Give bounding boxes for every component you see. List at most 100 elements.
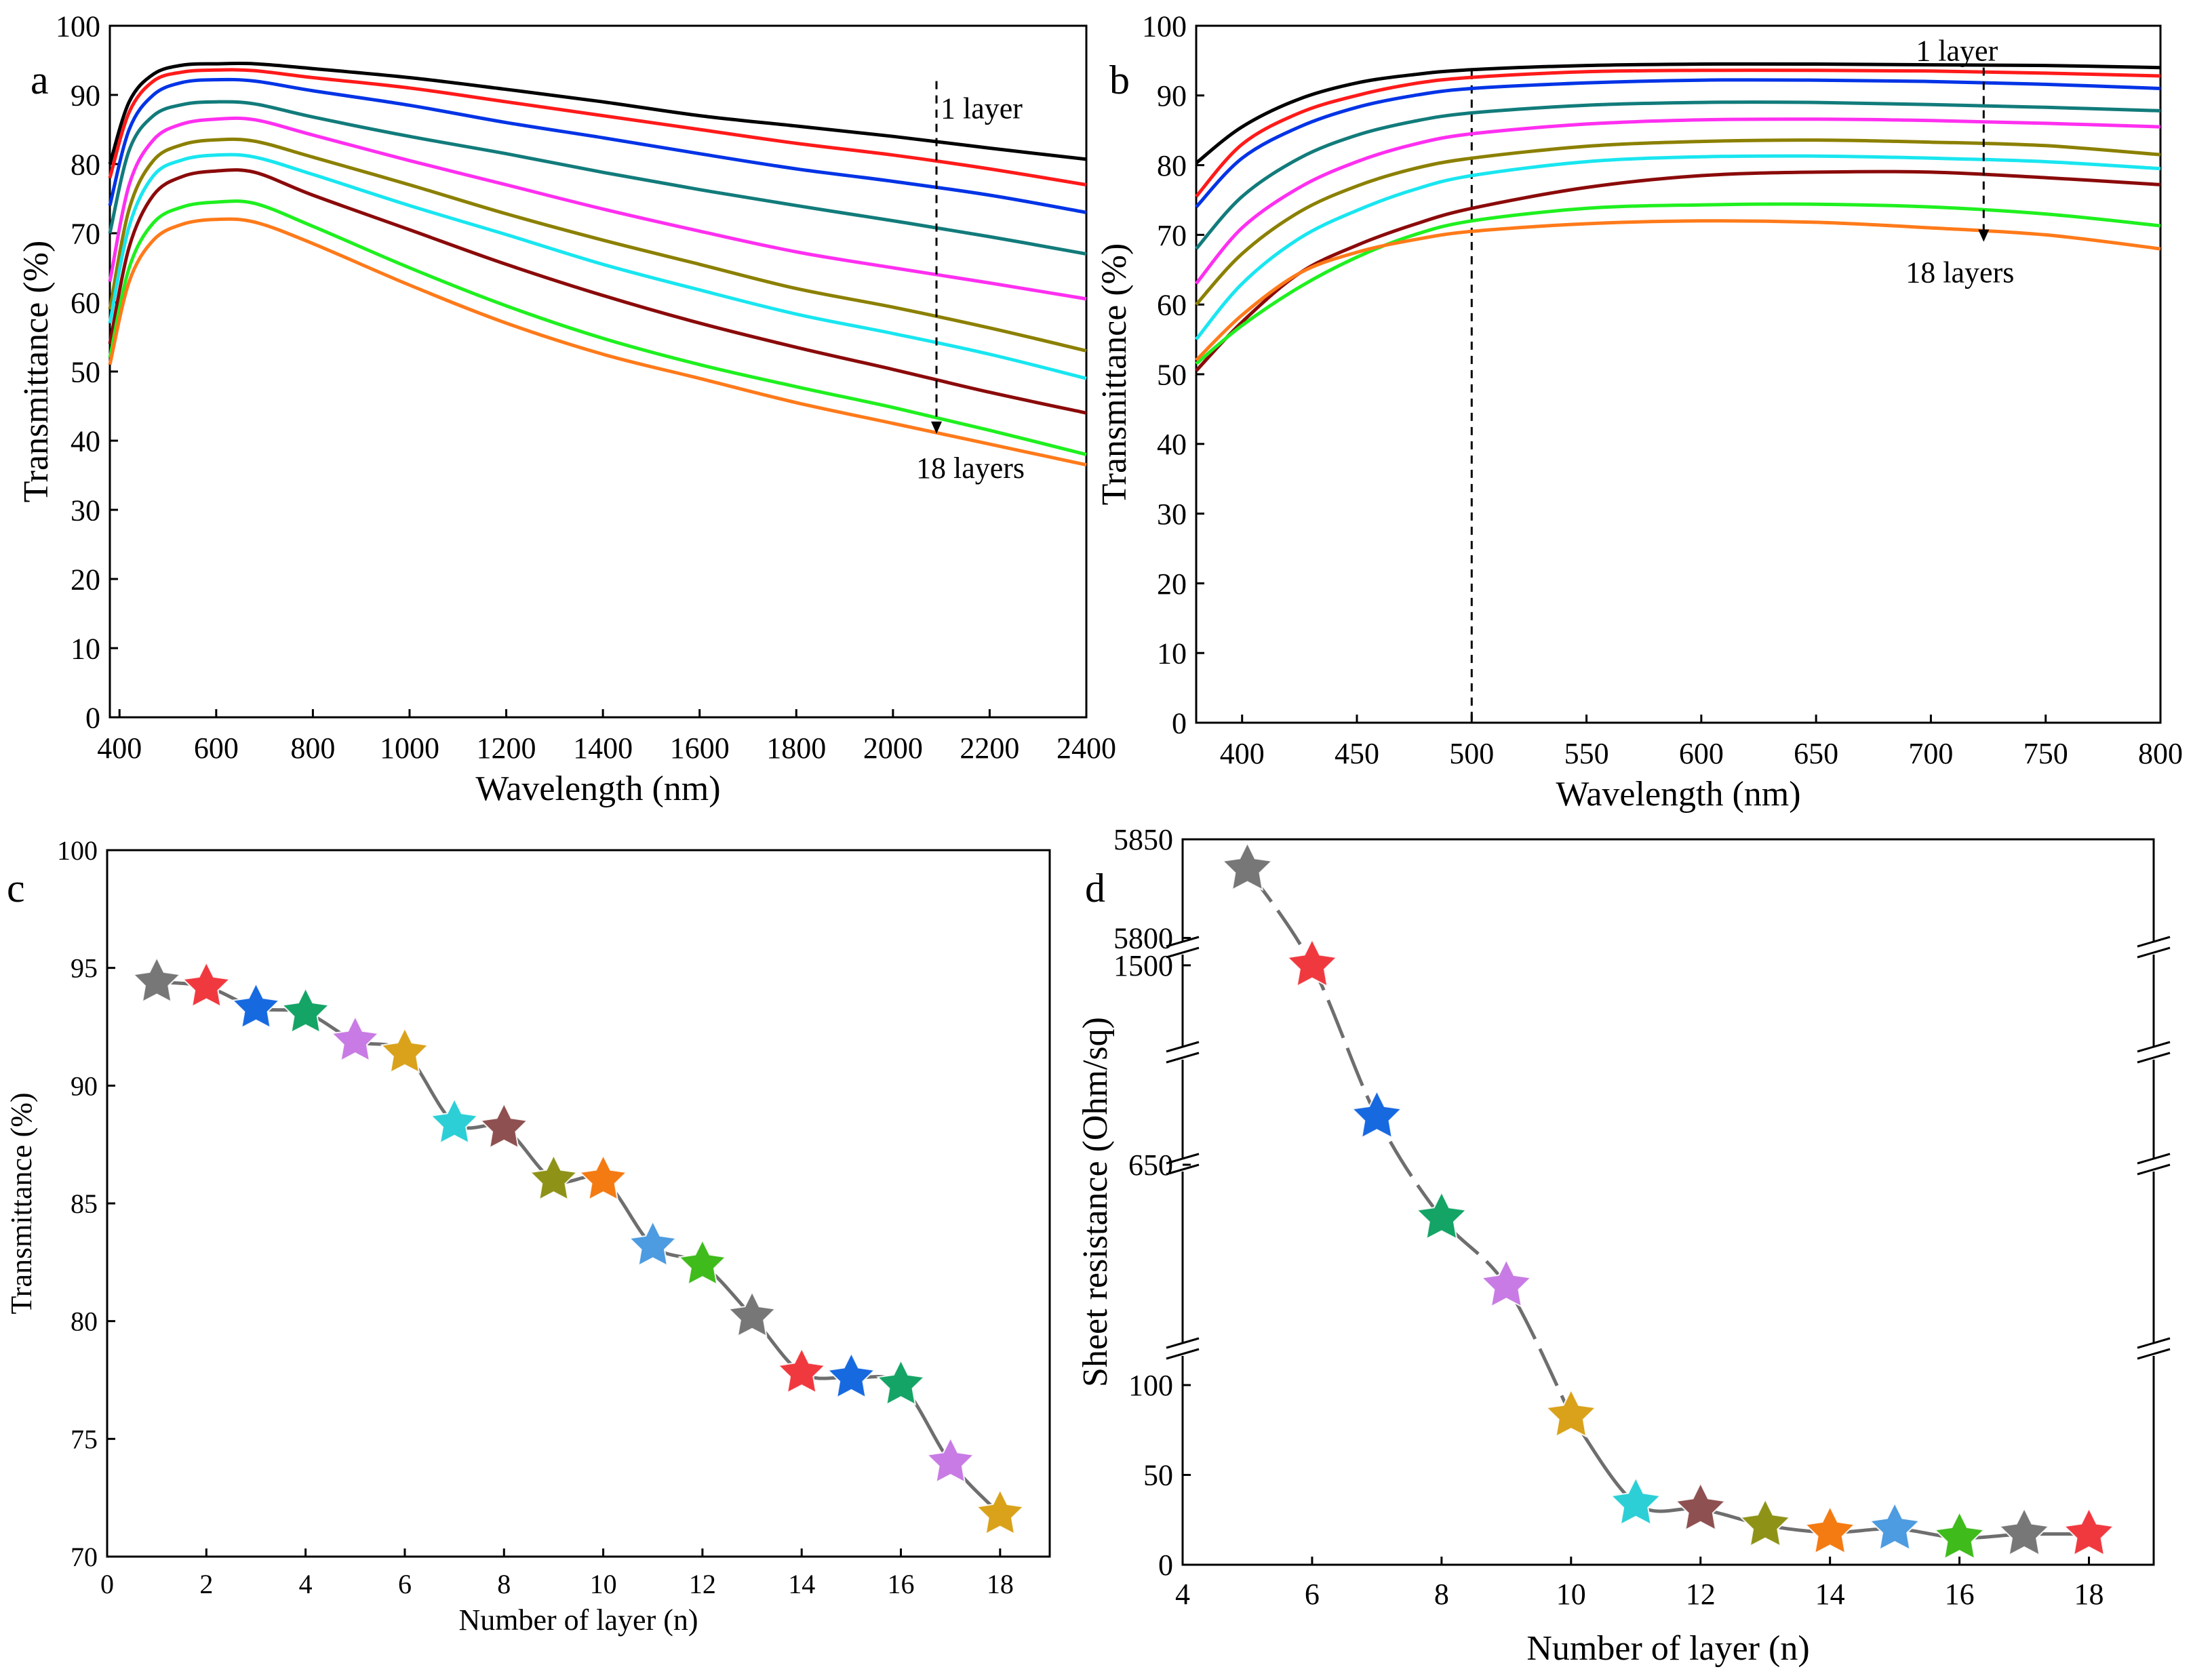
star-marker — [876, 1359, 926, 1406]
star-marker — [677, 1239, 728, 1286]
star-marker — [132, 956, 182, 1003]
x-tick-label: 16 — [888, 1569, 915, 1599]
x-tick-label: 4 — [299, 1569, 313, 1599]
x-tick-label: 2200 — [960, 732, 1019, 765]
series-line — [108, 77, 1087, 214]
annotation-top: 1 layer — [1916, 35, 1998, 68]
x-tick-label: 14 — [1815, 1578, 1845, 1611]
y-tick-label: 50 — [71, 355, 100, 388]
series-line — [1195, 68, 2161, 198]
y-tick-label: 100 — [1128, 1369, 1173, 1402]
panel-label-a: a — [31, 58, 49, 102]
y-tick-label: 60 — [71, 286, 100, 319]
series-line — [108, 61, 1087, 165]
series-line — [108, 116, 1087, 301]
x-tick-label: 10 — [590, 1569, 617, 1599]
plot-frame — [108, 24, 1088, 719]
x-axis-label: Wavelength (nm) — [1556, 775, 1800, 814]
x-tick-label: 18 — [987, 1569, 1014, 1599]
panel-label-b: b — [1109, 58, 1130, 102]
axis-break-mark — [2137, 1163, 2171, 1176]
y-tick-label: 70 — [71, 1542, 98, 1572]
star-marker — [975, 1488, 1025, 1536]
layer-arrow-head — [1978, 229, 1990, 242]
star-marker — [1351, 1089, 1403, 1139]
axis-break-mark — [1166, 1041, 1200, 1053]
y-tick-label: 20 — [1157, 567, 1187, 601]
star-marker — [1674, 1481, 1727, 1532]
axis-break-mark — [2137, 1153, 2171, 1165]
panel-label-c: c — [7, 866, 25, 911]
axis-break-mark — [1166, 1163, 1200, 1176]
series-line — [108, 168, 1087, 415]
plot-frame — [106, 849, 1051, 1558]
star-marker — [1545, 1388, 1598, 1438]
x-tick-label: 450 — [1335, 737, 1379, 770]
y-tick-label: 1500 — [1113, 949, 1173, 982]
trend-line — [156, 980, 1002, 1516]
x-tick-label: 600 — [194, 732, 239, 765]
x-tick-label: 0 — [100, 1569, 114, 1599]
x-tick-label: 1400 — [573, 732, 633, 765]
x-axis-label: Wavelength (nm) — [475, 769, 720, 808]
series-line — [1195, 169, 2161, 372]
y-axis-label: Transmittance (%) — [1095, 243, 1134, 506]
axis-break-mark — [2137, 1041, 2171, 1053]
series-line — [1195, 62, 2161, 165]
star-marker — [231, 982, 281, 1029]
y-tick-label: 60 — [1157, 289, 1187, 322]
star-marker — [529, 1154, 578, 1201]
x-axis-label: Number of layer (n) — [458, 1603, 698, 1637]
star-marker — [1286, 938, 1339, 988]
series-line — [108, 137, 1087, 353]
annotation-bottom: 18 layers — [916, 452, 1025, 485]
y-tick-label: 0 — [1158, 1548, 1173, 1582]
star-marker — [1739, 1498, 1792, 1548]
x-tick-label: 500 — [1449, 737, 1494, 770]
y-axis-label: Transmittance (%) — [5, 1092, 38, 1314]
y-tick-label: 100 — [1142, 9, 1187, 43]
axis-break-mark — [1166, 1052, 1200, 1064]
series-line — [108, 217, 1087, 467]
series-line — [108, 153, 1087, 380]
star-marker — [1868, 1501, 1921, 1551]
x-tick-label: 2000 — [863, 732, 923, 765]
x-tick-label: 16 — [1945, 1578, 1975, 1611]
axis-break-mark — [1166, 936, 1200, 948]
star-marker — [628, 1220, 678, 1267]
series-line — [1195, 117, 2161, 285]
y-tick-label: 20 — [71, 563, 100, 596]
x-tick-label: 18 — [2074, 1578, 2104, 1611]
series-line — [108, 199, 1087, 456]
y-tick-label: 50 — [1143, 1459, 1173, 1492]
plot-frame — [1195, 24, 2162, 724]
x-tick-label: 14 — [788, 1569, 815, 1599]
star-marker — [1933, 1511, 1986, 1560]
y-tick-label: 5800 — [1113, 921, 1173, 955]
series-line — [1195, 78, 2161, 209]
x-tick-label: 12 — [1686, 1578, 1716, 1611]
y-tick-label: 30 — [1157, 498, 1187, 531]
panel-b: 400 450 500 550 600 650 700 750 800 0 10 20 30 40 50 60… — [1095, 9, 2183, 814]
y-axis-label: Sheet resistance (Ohm/sq) — [1076, 1017, 1115, 1387]
x-tick-label: 700 — [1908, 737, 1953, 770]
star-marker — [776, 1346, 827, 1395]
y-tick-label: 5850 — [1113, 823, 1173, 856]
panel-c: 0 2 4 6 8 10 12 14 16 18 70 75 80 85 90 95 100 Number of … — [5, 835, 1051, 1637]
y-tick-label: 0 — [85, 701, 100, 734]
y-tick-label: 70 — [1157, 219, 1187, 252]
star-marker — [281, 986, 331, 1034]
x-tick-label: 1000 — [380, 732, 439, 765]
series-line — [108, 68, 1087, 187]
star-marker — [926, 1436, 976, 1484]
x-tick-label: 2400 — [1056, 732, 1116, 765]
star-marker — [330, 1015, 380, 1062]
x-tick-label: 6 — [1305, 1578, 1320, 1611]
star-marker — [1415, 1191, 1468, 1241]
x-axis-label: Number of layer (n) — [1526, 1629, 1809, 1668]
x-tick-label: 4 — [1175, 1578, 1190, 1611]
y-tick-label: 100 — [57, 835, 98, 866]
x-tick-label: 650 — [1794, 737, 1838, 770]
y-tick-label: 80 — [1157, 149, 1187, 182]
